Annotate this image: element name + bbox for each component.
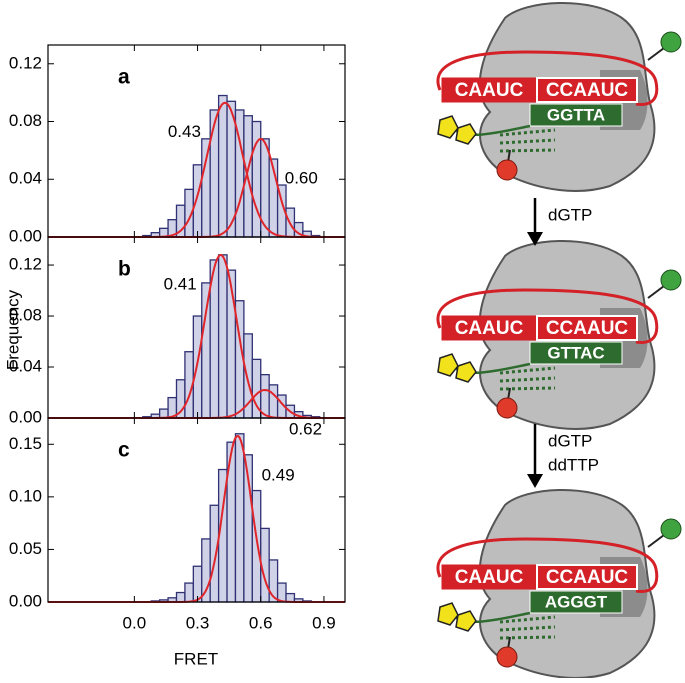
bar — [209, 109, 220, 238]
bar — [251, 489, 262, 603]
rna-sequence: CCAAUC — [546, 80, 629, 101]
dna-sequence: GGTTA — [547, 105, 605, 124]
green-dye — [660, 269, 682, 291]
rna-sequence: CCAAUC — [546, 567, 629, 588]
green-dye — [660, 518, 682, 540]
cy3-dye — [437, 115, 477, 145]
stage: CAAUC CCAAUC GGTTA — [436, 2, 682, 192]
y-tick-label: 0.08 — [9, 306, 42, 325]
red-dye — [496, 646, 518, 668]
green-dye — [660, 31, 682, 53]
peak-label: 0.62 — [289, 419, 322, 438]
dna-box — [529, 590, 623, 614]
arrow-head — [527, 474, 543, 488]
red-dye — [496, 397, 518, 419]
bar — [201, 538, 211, 603]
y-tick-label: 0.04 — [9, 356, 42, 375]
peak-label: 0.41 — [164, 274, 197, 293]
stage: CAAUC CCAAUC GTTAC — [436, 240, 682, 430]
y-tick-label: 0.15 — [9, 434, 42, 453]
y-axis-label: Frequency — [3, 289, 22, 370]
dna-sequence: GTTAC — [547, 343, 604, 362]
dna-sequence: AGGGT — [545, 592, 608, 611]
dna-box — [529, 103, 623, 127]
bar — [201, 138, 211, 238]
panel-frame — [47, 417, 346, 603]
rna-loop — [436, 50, 659, 106]
panel-label: c — [118, 439, 130, 462]
rna-box — [536, 564, 638, 590]
stalk — [647, 47, 665, 61]
stalk — [647, 285, 665, 299]
step-label: dGTP — [548, 431, 592, 450]
peak-label: 0.49 — [262, 465, 295, 484]
x-tick-label: 0.0 — [123, 613, 147, 632]
stalk — [647, 534, 665, 548]
histogram-panel: 0.41 0.62 0.00 0.04 0.08 0.12 b Frequency — [3, 236, 346, 438]
rna-sequence: CCAAUC — [546, 318, 629, 339]
panel-label: b — [118, 258, 131, 281]
bar — [175, 591, 186, 603]
y-tick-label: 0.12 — [9, 255, 42, 274]
peak-label: 0.60 — [285, 168, 318, 187]
cy3-dye — [437, 353, 477, 383]
stage: CAAUC CCAAUC AGGGT — [436, 489, 682, 679]
red-dye — [496, 159, 518, 181]
bar — [285, 592, 296, 603]
dna-box — [529, 341, 623, 365]
histogram-panel: 0.49 0.00 0.05 0.10 0.15 0.0 0.3 0.6 0.9 c FRET — [9, 417, 346, 668]
panel-label: a — [118, 66, 130, 89]
y-tick-label: 0.05 — [9, 539, 42, 558]
bar — [217, 254, 228, 419]
x-tick-label: 0.3 — [186, 613, 210, 632]
bar — [192, 164, 203, 238]
y-tick-label: 0.00 — [9, 407, 42, 426]
rna-sequence: CAAUC — [455, 567, 524, 588]
x-axis-label: FRET — [174, 649, 218, 668]
bar — [276, 582, 287, 603]
rna-sequence: CAAUC — [455, 80, 524, 101]
rna-loop — [436, 537, 659, 593]
rna-box — [441, 77, 537, 103]
step-label: dGTP — [548, 205, 592, 224]
bar — [201, 282, 211, 419]
rna-box — [441, 564, 537, 590]
y-tick-label: 0.08 — [9, 111, 42, 130]
y-tick-label: 0.00 — [9, 226, 42, 245]
peak-label: 0.43 — [168, 122, 201, 141]
x-tick-label: 0.9 — [312, 613, 336, 632]
y-tick-label: 0.04 — [9, 169, 42, 188]
bar — [234, 433, 245, 603]
rna-loop — [436, 288, 659, 344]
bar — [268, 384, 279, 419]
y-tick-label: 0.12 — [9, 53, 42, 72]
bar — [217, 94, 228, 238]
rna-box — [536, 77, 638, 103]
rna-box — [441, 315, 537, 341]
bar — [184, 582, 194, 603]
y-tick-label: 0.00 — [9, 591, 42, 610]
histogram-panel: 0.43 0.60 0.00 0.04 0.08 0.12 a — [9, 44, 346, 245]
rna-sequence: CAAUC — [455, 318, 524, 339]
arrow-head — [527, 232, 543, 246]
cy3-dye — [437, 602, 477, 632]
x-tick-label: 0.6 — [249, 613, 273, 632]
bar — [209, 504, 220, 603]
y-tick-label: 0.10 — [9, 486, 42, 505]
step-label: ddTTP — [548, 455, 599, 474]
rna-box — [536, 315, 638, 341]
